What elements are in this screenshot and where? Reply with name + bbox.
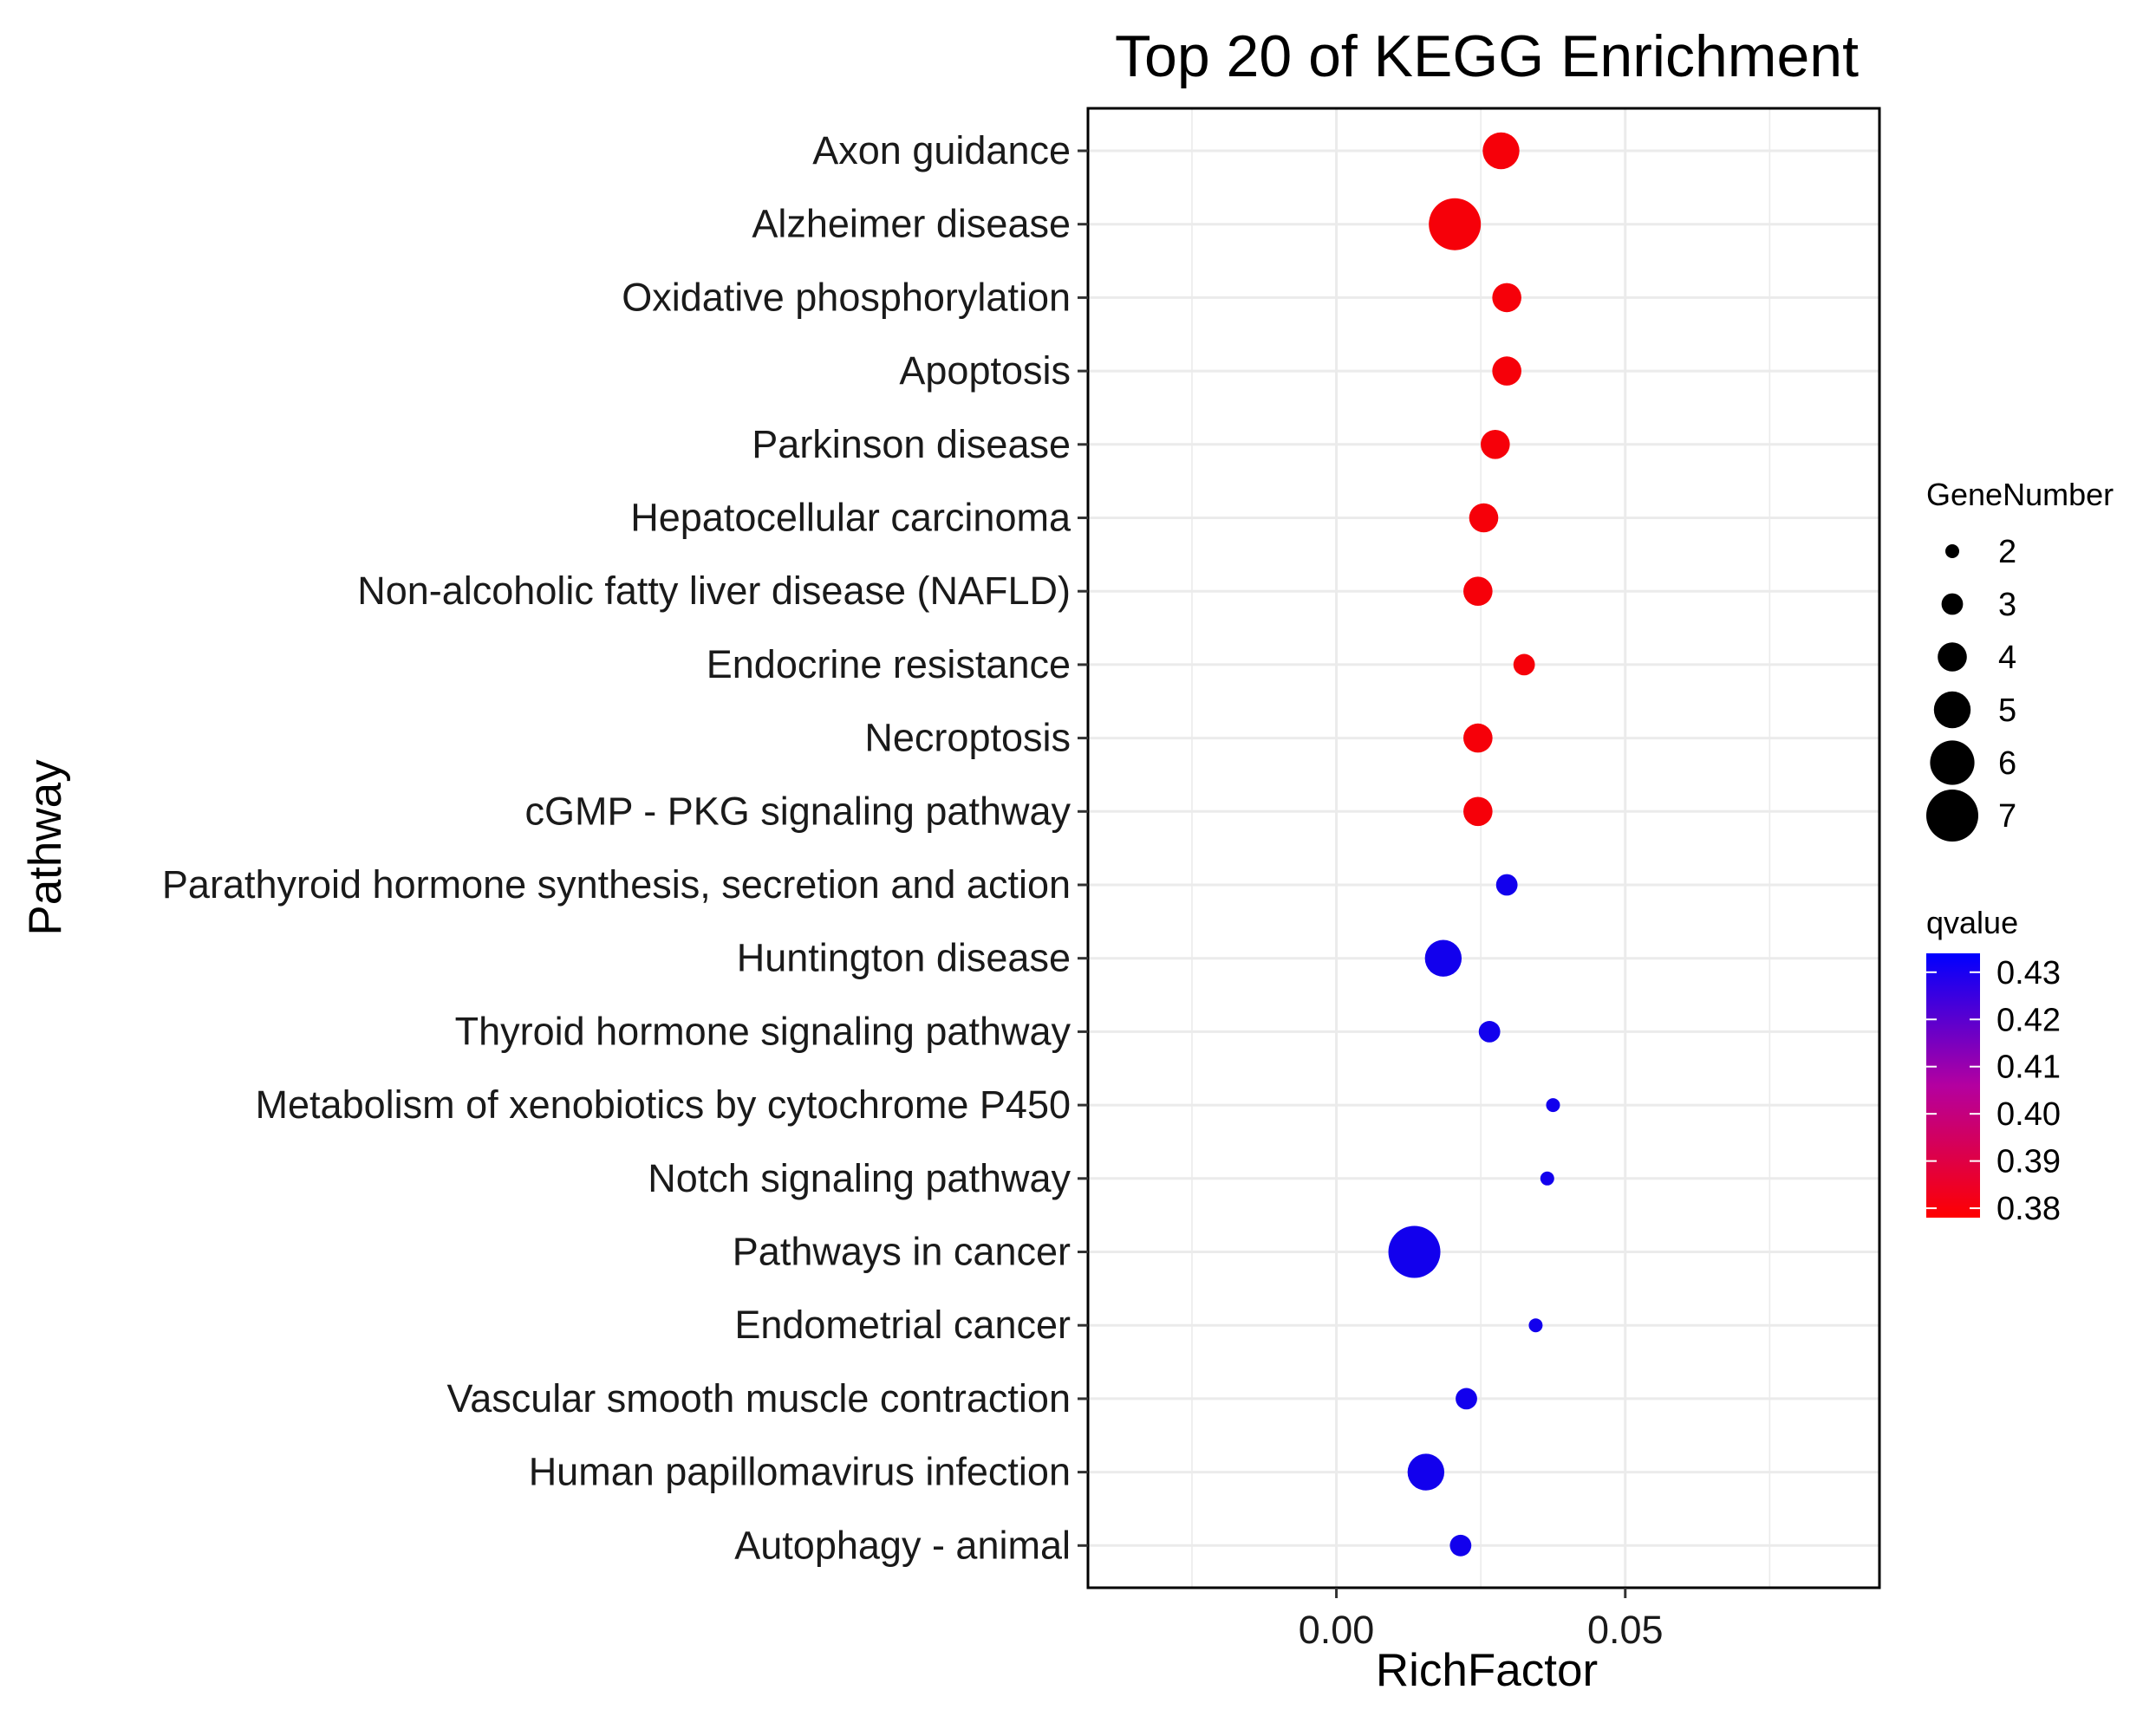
data-point [1429, 198, 1482, 250]
pathway-label: Non-alcoholic fatty liver disease (NAFLD… [357, 569, 1071, 613]
x-tick-label: 0.05 [1587, 1608, 1664, 1652]
pathway-label: Huntington disease [737, 936, 1071, 980]
pathway-label: Hepatocellular carcinoma [630, 496, 1071, 540]
data-point [1540, 1171, 1554, 1186]
data-point [1469, 503, 1499, 533]
x-axis-title: RichFactor [1376, 1645, 1598, 1696]
data-point [1478, 1021, 1501, 1043]
data-point [1528, 1318, 1543, 1333]
legend-size-label: 5 [1998, 692, 2016, 729]
legend-size-dot [1930, 740, 1975, 785]
data-point [1492, 283, 1521, 313]
legend-color-label: 0.40 [1996, 1096, 2061, 1133]
pathway-label: Parkinson disease [752, 422, 1071, 466]
data-point [1388, 1225, 1441, 1278]
legend-size-dot [1933, 691, 1971, 729]
legend-size-label: 3 [1998, 587, 2016, 623]
data-point [1492, 356, 1521, 386]
pathway-label: Parathyroid hormone synthesis, secretion… [162, 862, 1071, 907]
y-axis-title: Pathway [20, 759, 71, 936]
pathway-label: Human papillomavirus infection [529, 1450, 1071, 1494]
legend-color-label: 0.38 [1996, 1191, 2061, 1227]
plot-border [1086, 107, 1881, 1589]
legend-size-label: 7 [1998, 798, 2016, 835]
legend-color-label: 0.39 [1996, 1144, 2061, 1180]
data-point [1463, 723, 1493, 753]
data-point [1463, 576, 1493, 606]
legend-color-label: 0.41 [1996, 1050, 2061, 1086]
pathway-label: Axon guidance [812, 128, 1071, 172]
chart-title: Top 20 of KEGG Enrichment [1115, 23, 1859, 89]
pathway-label: cGMP - PKG signaling pathway [525, 789, 1071, 833]
data-point [1481, 430, 1510, 459]
pathway-label: Autophagy - animal [734, 1523, 1071, 1567]
pathway-label: Vascular smooth muscle contraction [447, 1376, 1071, 1420]
data-point [1456, 1388, 1477, 1410]
pathway-label: Thyroid hormone signaling pathway [455, 1009, 1071, 1053]
legend-size-label: 2 [1998, 534, 2016, 570]
legend-size-dot [1926, 790, 1978, 842]
legend-size-title: GeneNumber [1926, 477, 2114, 512]
legend-gene-number: GeneNumber 2 3 4 5 6 7 [1926, 477, 2114, 842]
data-point [1424, 939, 1462, 977]
legend-color-label: 0.43 [1996, 955, 2061, 991]
pathway-label: Apoptosis [899, 348, 1071, 393]
x-axis: 0.00 0.05 [1299, 1588, 1664, 1652]
legend-size-dot [1941, 593, 1964, 615]
legend-color-title: qvalue [1926, 905, 2018, 940]
pathway-label: Necroptosis [864, 716, 1071, 760]
legend-size-dot [1938, 642, 1967, 672]
legend-qvalue: qvalue 0.43 0.42 0.41 0.40 0.39 0.38 [1926, 905, 2061, 1227]
legend-size-label: 6 [1998, 745, 2016, 782]
data-point [1513, 653, 1535, 676]
data-point [1482, 132, 1520, 170]
legend-size-dot [1945, 544, 1959, 558]
pathway-label: Endometrial cancer [734, 1303, 1071, 1347]
pathway-label: Notch signaling pathway [648, 1156, 1071, 1200]
pathway-label: Alzheimer disease [752, 202, 1071, 246]
legend-color-label: 0.42 [1996, 1002, 2061, 1038]
x-tick-label: 0.00 [1299, 1608, 1375, 1652]
plot-panel [1088, 108, 1879, 1588]
legend-size-label: 4 [1998, 640, 2016, 676]
data-point [1463, 796, 1493, 827]
data-points [1388, 132, 1560, 1557]
pathway-label: Oxidative phosphorylation [622, 275, 1071, 319]
pathway-labels: Axon guidance Alzheimer disease Oxidative … [162, 128, 1088, 1567]
pathway-label: Endocrine resistance [707, 642, 1071, 686]
data-point [1546, 1098, 1560, 1113]
data-point [1449, 1534, 1472, 1557]
data-point [1495, 874, 1518, 896]
pathway-label: Pathways in cancer [733, 1230, 1071, 1274]
qvalue-colorbar [1926, 953, 1980, 1218]
data-point [1407, 1453, 1445, 1491]
pathway-label: Metabolism of xenobiotics by cytochrome … [256, 1082, 1071, 1127]
